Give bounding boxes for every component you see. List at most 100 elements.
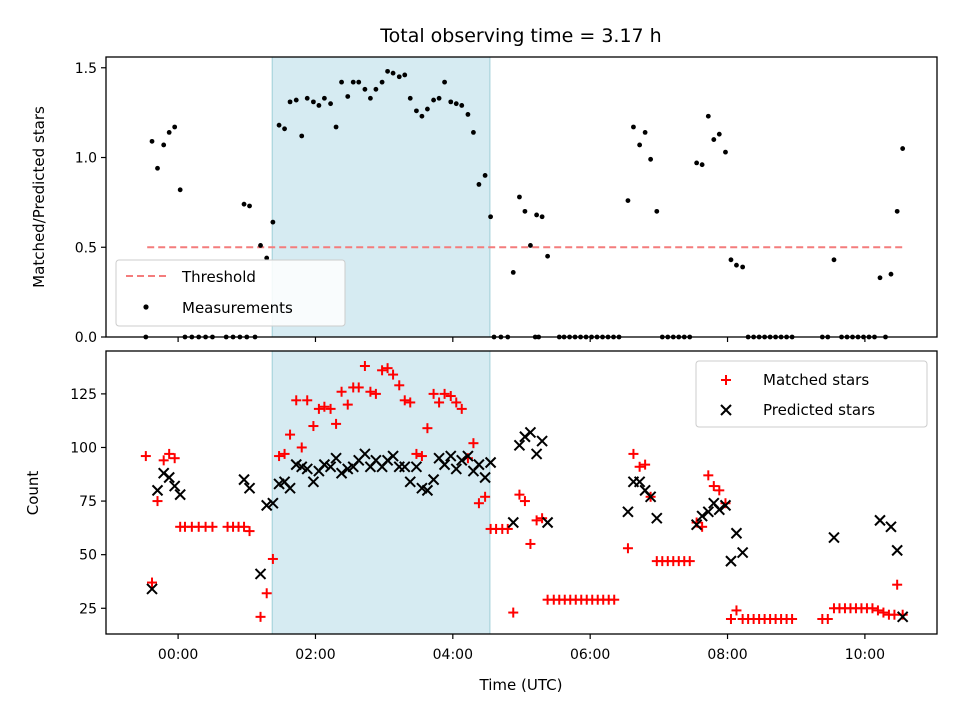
predicted-star-point xyxy=(330,452,342,464)
measurement-point xyxy=(390,70,396,76)
x-stroke xyxy=(254,568,267,580)
x-stroke xyxy=(301,463,313,475)
predicted-star-point xyxy=(702,506,715,518)
predicted-star-point xyxy=(462,450,474,462)
measurement-point xyxy=(247,203,252,209)
predicted-star-point xyxy=(622,506,634,518)
matched-star-point xyxy=(291,395,302,406)
x-stroke xyxy=(445,450,457,462)
matched-star-point xyxy=(640,459,651,470)
matched-star-point xyxy=(207,521,218,532)
matched-star-point xyxy=(331,418,342,429)
predicted-star-point xyxy=(524,426,537,439)
measurement-point xyxy=(166,129,172,135)
x-stroke xyxy=(473,458,485,471)
x-stroke xyxy=(421,484,434,497)
bottom-plot-frame xyxy=(105,350,938,635)
matched-star-point xyxy=(468,438,479,449)
measurement-point xyxy=(339,79,344,85)
predicted-star-point xyxy=(651,512,663,524)
matched-star-point xyxy=(302,395,313,406)
measurement-point xyxy=(534,212,540,218)
matched-star-point xyxy=(359,361,370,372)
measurement-point xyxy=(396,74,402,80)
matched-star-point xyxy=(336,386,347,397)
measurement-point xyxy=(642,129,648,135)
predicted-star-point xyxy=(254,568,267,580)
predicted-star-point xyxy=(174,488,186,501)
predicted-star-point xyxy=(507,516,519,529)
predicted-star-point xyxy=(456,454,468,467)
x-stroke xyxy=(146,583,158,595)
measurement-point xyxy=(734,262,739,268)
x-stroke xyxy=(399,461,411,473)
matched-star-point xyxy=(787,613,798,624)
measurement-point xyxy=(877,275,883,281)
bottom-x-axis-ticks: 00:00 02:00 04:00 06:00 08:00 10:00 xyxy=(158,634,885,663)
measurement-point xyxy=(293,97,299,103)
x-stroke xyxy=(243,482,256,494)
predicted-star-point xyxy=(421,484,434,497)
measurement-point xyxy=(436,95,442,101)
x-stroke xyxy=(238,473,250,486)
y-tick-label: 0.5 xyxy=(75,240,97,256)
matched-star-point xyxy=(152,496,163,507)
x-stroke xyxy=(874,514,886,527)
x-stroke xyxy=(484,456,497,469)
measurement-point xyxy=(528,243,533,248)
measurement-point xyxy=(894,208,900,214)
top-subplot: Total observing time = 3.17 h 0.0 0.5 1.0 1… xyxy=(30,25,938,346)
top-y-axis-label: Matched/Predicted stars xyxy=(30,106,48,288)
y-tick-label: 75 xyxy=(79,494,97,510)
matched-star-point xyxy=(714,485,725,496)
matched-star-point xyxy=(399,395,410,406)
measurement-point xyxy=(431,97,436,103)
matched-star-point xyxy=(703,470,714,481)
matched-star-point xyxy=(731,605,742,616)
predicted-star-point xyxy=(445,450,457,462)
measurement-point xyxy=(453,101,459,107)
measurement-point xyxy=(723,149,728,155)
y-tick-label: 1.5 xyxy=(75,61,97,77)
measurement-point xyxy=(517,194,522,200)
measurement-point xyxy=(488,214,493,220)
matched-star-point xyxy=(872,605,883,616)
measurement-point xyxy=(448,99,454,105)
x-stroke xyxy=(410,461,423,473)
matched-star-point xyxy=(405,397,416,408)
measurement-point xyxy=(385,68,390,74)
measurement-point xyxy=(728,257,734,263)
measurement-point xyxy=(648,156,654,162)
matched-star-point xyxy=(140,451,151,462)
matched-star-point xyxy=(313,403,324,414)
x-stroke xyxy=(151,484,164,497)
measurement-point xyxy=(888,271,894,277)
x-stroke xyxy=(719,499,732,512)
measurement-point xyxy=(694,160,700,166)
matched-star-point xyxy=(634,461,645,472)
x-tick-label: 10:00 xyxy=(845,647,885,663)
predicted-star-point xyxy=(260,499,273,512)
predicted-star-point xyxy=(404,476,416,488)
measurement-point xyxy=(407,95,413,101)
x-tick-label: 08:00 xyxy=(707,647,747,663)
top-legend: Threshold Measurements xyxy=(115,259,346,327)
y-tick-label: 0.0 xyxy=(75,330,97,346)
legend-matched-label: Matched stars xyxy=(763,371,869,389)
x-stroke xyxy=(359,448,371,460)
y-tick-label: 100 xyxy=(70,440,97,456)
predicted-star-point xyxy=(387,450,399,462)
measurement-point xyxy=(368,95,373,101)
measurement-point xyxy=(471,129,476,135)
predicted-star-point xyxy=(399,461,411,473)
predicted-star-point xyxy=(359,448,371,460)
predicted-star-point xyxy=(427,473,440,486)
measurement-point xyxy=(425,106,430,112)
predicted-star-point xyxy=(324,461,337,473)
x-stroke xyxy=(416,482,428,494)
x-stroke xyxy=(708,497,720,509)
x-stroke xyxy=(174,488,186,501)
measurement-point xyxy=(155,165,160,171)
matched-star-point xyxy=(353,382,364,393)
predicted-star-point xyxy=(644,491,657,503)
